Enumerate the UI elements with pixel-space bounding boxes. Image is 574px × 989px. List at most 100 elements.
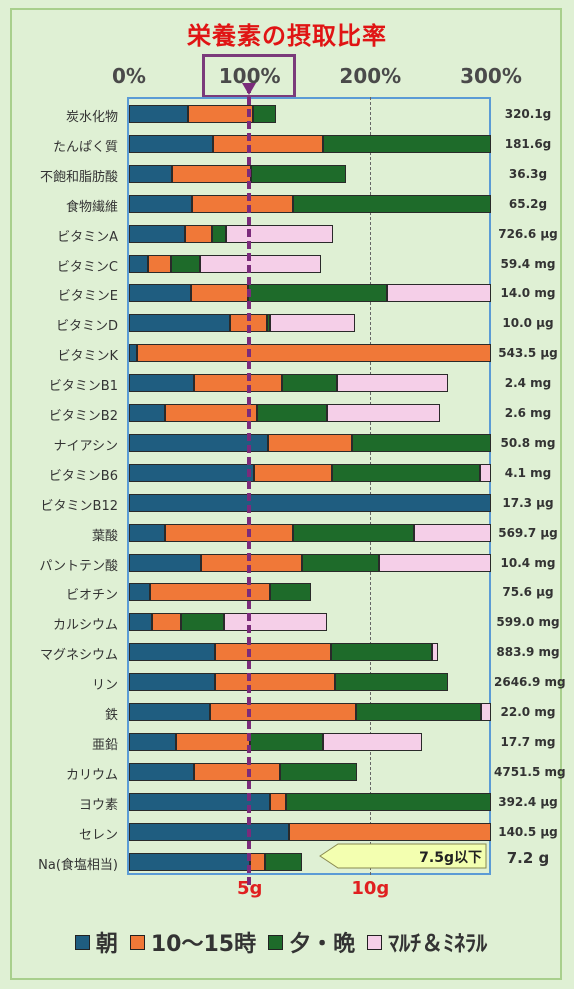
callout-arrow-icon: [319, 843, 487, 869]
bar-segment-3: [248, 284, 388, 303]
bar-segment-4: [323, 732, 423, 751]
bar-segment-1: [129, 463, 255, 482]
bar-segment-3: [250, 164, 347, 183]
bar-segment-4: [224, 613, 327, 632]
row-label: セレン: [78, 827, 118, 843]
sodium-limit-text: 7.5g以下: [419, 850, 482, 866]
row-amount: 320.1g: [504, 107, 552, 121]
row-amount: 2.6 mg: [504, 406, 552, 420]
bar-segment-2: [191, 194, 294, 213]
row-amount: 2646.9 mg: [494, 675, 566, 690]
bar-segment-3: [249, 732, 324, 751]
x-tick-label: 300%: [460, 64, 522, 88]
legend-swatch: [367, 934, 383, 950]
bar-segment-4: [413, 523, 491, 542]
row-amount: 22.0 mg: [500, 705, 556, 719]
row-amount: 181.6g: [504, 136, 552, 151]
bar-segment-1: [129, 194, 192, 213]
bar-segment-2: [188, 105, 254, 123]
bar-segment-2: [270, 792, 286, 811]
bar-segment-1: [129, 404, 166, 422]
bar-segment-3: [282, 374, 337, 393]
legend-item: ﾏﾙﾁ＆ﾐﾈﾗﾙ: [367, 926, 487, 958]
bar-segment-2: [194, 762, 280, 781]
row-label: ビオチン: [65, 588, 118, 604]
bar-segment-2: [194, 374, 283, 393]
bar-segment-2: [213, 134, 324, 153]
bar-segment-2: [149, 583, 271, 602]
bar-segment-1: [129, 792, 271, 811]
bar-segment-1: [129, 703, 210, 721]
bar-segment-1: [129, 134, 214, 153]
bar-segment-4: [480, 463, 491, 482]
row-label: Na(食塩相当): [38, 857, 118, 873]
bar-segment-4: [200, 254, 321, 273]
sodium-limit-callout: 7.5g以下: [318, 843, 488, 869]
legend-item: 10～15時: [129, 926, 257, 958]
bar-segment-4: [387, 284, 491, 303]
row-amount: 569.7 μg: [498, 525, 558, 540]
bar-segment-3: [279, 762, 358, 781]
bar-segment-1: [129, 374, 195, 393]
bar-segment-4: [225, 224, 333, 243]
row-amount: 59.4 mg: [500, 256, 556, 271]
legend-item: 朝: [74, 926, 118, 958]
legend-swatch: [129, 934, 145, 950]
bar-segment-1: [129, 344, 138, 363]
row-amount: 75.6 μg: [502, 585, 554, 600]
row-label: たんぱく質: [52, 139, 118, 155]
row-amount: 726.6 μg: [498, 226, 558, 241]
row-amount: 140.5 μg: [498, 824, 558, 839]
legend-swatch: [74, 934, 90, 950]
row-label: カルシウム: [52, 618, 118, 634]
plot-area: [127, 97, 491, 875]
legend-label: 10～15時: [150, 932, 257, 957]
bar-segment-3: [330, 643, 432, 662]
row-label: 不飽和脂肪酸: [39, 169, 118, 185]
bar-segment-2: [201, 553, 302, 572]
salt-tick-label: 5g: [236, 878, 263, 899]
row-amount: 599.0 mg: [496, 615, 560, 630]
legend-label: ﾏﾙﾁ＆ﾐﾈﾗﾙ: [388, 932, 488, 957]
bar-segment-3: [266, 314, 271, 333]
row-amount: 10.0 μg: [502, 316, 554, 331]
bar-segment-1: [129, 553, 202, 572]
row-label: ビタミンB2: [48, 409, 118, 424]
bar-segment-4: [378, 553, 491, 572]
bar-segment-3: [331, 463, 481, 482]
bar-segment-1: [129, 852, 250, 871]
row-label: 食物繊維: [65, 199, 118, 215]
bar-segment-4: [270, 314, 355, 333]
bar-segment-3: [335, 673, 448, 692]
row-amount: 65.2g: [508, 196, 548, 211]
bar-segment-3: [270, 583, 312, 602]
row-label: パントテン酸: [39, 558, 118, 574]
x-tick-label: 200%: [339, 64, 402, 88]
bar-segment-1: [129, 822, 290, 841]
bar-segment-3: [355, 703, 482, 721]
bar-segment-2: [176, 732, 250, 751]
row-label: 葉酸: [91, 528, 118, 544]
row-amount: 4751.5 mg: [494, 764, 566, 779]
bar-segment-1: [129, 224, 185, 243]
bar-segment-2: [209, 703, 356, 721]
bar-segment-3: [352, 433, 491, 452]
bar-segment-3: [293, 194, 491, 213]
row-label: ナイアシン: [53, 438, 118, 454]
bar-segment-4: [336, 374, 448, 393]
row-label: ビタミンB12: [40, 498, 118, 514]
bar-segment-2: [190, 284, 249, 303]
bar-segment-1: [129, 254, 149, 273]
row-amount: 543.5 μg: [498, 346, 558, 361]
bar-segment-1: [129, 105, 189, 123]
bar-segment-2: [165, 523, 294, 542]
bar-segment-1: [129, 523, 166, 542]
legend-label: 朝: [95, 932, 118, 957]
row-amount: 14.0 mg: [500, 286, 556, 301]
bar-segment-2: [267, 433, 353, 452]
row-amount: 392.4 μg: [498, 794, 558, 809]
row-amount: 883.9 mg: [496, 645, 560, 660]
chart-title: 栄養素の摂取比率: [187, 22, 387, 50]
bar-segment-4: [431, 643, 438, 662]
bar-segment-2: [214, 673, 336, 692]
